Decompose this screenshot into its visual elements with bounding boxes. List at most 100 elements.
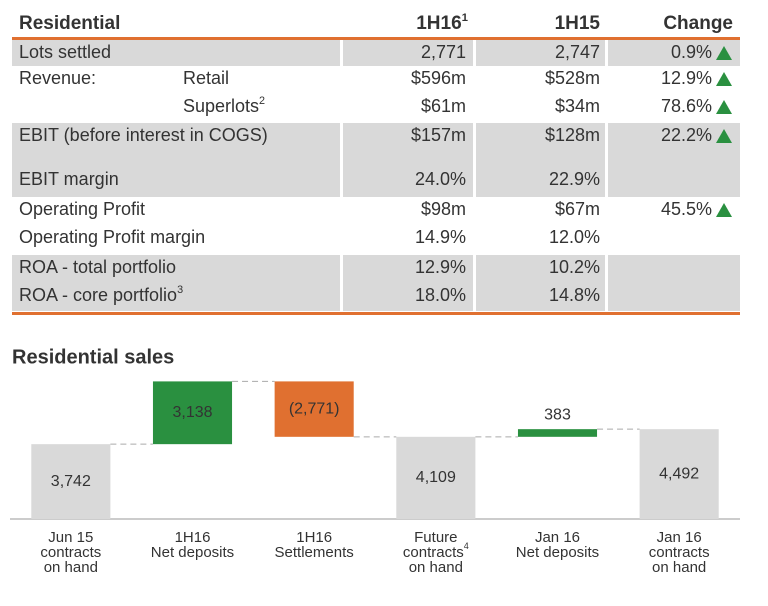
value-label: 4,492 bbox=[659, 465, 699, 482]
cell-value: $528m bbox=[545, 68, 600, 88]
bar bbox=[274, 381, 354, 437]
category-label-text: contracts bbox=[649, 544, 710, 561]
up-triangle bbox=[716, 72, 732, 86]
category-label: on hand bbox=[44, 559, 98, 576]
category-label: 1H16 bbox=[296, 529, 332, 546]
category-label: 1H16 bbox=[175, 529, 211, 546]
bar bbox=[152, 381, 233, 445]
cell-value-text: $596m bbox=[411, 68, 466, 88]
superscript: 2 bbox=[259, 95, 265, 107]
cell-change-text: 78.6% bbox=[661, 96, 712, 116]
category-label-text: Future bbox=[414, 529, 457, 546]
category-label-text: Jan 16 bbox=[535, 529, 580, 546]
header-col: 1H15 bbox=[555, 13, 601, 34]
cell-value: 18.0% bbox=[415, 285, 466, 305]
cell-shade bbox=[476, 283, 605, 311]
chart-title: Residential sales bbox=[12, 346, 174, 368]
category-label: Future bbox=[414, 529, 457, 546]
cell-value-text: $98m bbox=[421, 199, 466, 219]
category-label-text: contracts bbox=[40, 544, 101, 561]
cell-value: $596m bbox=[411, 68, 466, 88]
up-triangle bbox=[716, 100, 732, 114]
cell-value: 12.0% bbox=[549, 227, 600, 247]
bar bbox=[517, 429, 598, 437]
header-col: Change bbox=[663, 13, 733, 34]
cell-shade bbox=[343, 283, 473, 311]
row-label: Operating Profit bbox=[19, 199, 145, 219]
category-label: contracts bbox=[649, 544, 710, 561]
cell-shade bbox=[476, 123, 605, 167]
header-col-text: 1H15 bbox=[555, 13, 601, 34]
cell-value: 12.9% bbox=[415, 257, 466, 277]
cell-shade bbox=[12, 255, 340, 283]
cell-change: 0.9% bbox=[671, 42, 712, 62]
category-label-text: contracts bbox=[403, 544, 464, 561]
row-label-text: EBIT (before interest in COGS) bbox=[19, 125, 268, 145]
cell-value: 24.0% bbox=[415, 169, 466, 189]
cell-shade bbox=[343, 40, 473, 66]
cell-value-text: 18.0% bbox=[415, 285, 466, 305]
category-label-text: Jun 15 bbox=[48, 529, 93, 546]
row-label: EBIT margin bbox=[19, 169, 119, 189]
cell-value-text: 24.0% bbox=[415, 169, 466, 189]
bar bbox=[396, 436, 476, 519]
row-label: Revenue: bbox=[19, 68, 96, 88]
cell-value: $157m bbox=[411, 125, 466, 145]
cell-shade bbox=[608, 40, 740, 66]
category-label: Settlements bbox=[275, 544, 354, 561]
cell-shade bbox=[12, 167, 340, 197]
row-label-text: ROA - core portfolio bbox=[19, 285, 177, 305]
row-label: Operating Profit margin bbox=[19, 227, 205, 247]
cell-value-text: 2,747 bbox=[555, 42, 600, 62]
cell-change-text: 12.9% bbox=[661, 68, 712, 88]
row-sublabel: Retail bbox=[183, 68, 229, 88]
cell-change: 12.9% bbox=[661, 68, 712, 88]
category-label: on hand bbox=[652, 559, 706, 576]
category-label: Jan 16 bbox=[657, 529, 702, 546]
header-title-text: Residential bbox=[19, 13, 120, 34]
up-triangle bbox=[716, 203, 732, 217]
cell-shade bbox=[476, 167, 605, 197]
category-label-text: Net deposits bbox=[516, 544, 599, 561]
cell-value-text: $157m bbox=[411, 125, 466, 145]
cell-value: $98m bbox=[421, 199, 466, 219]
cell-value-text: 22.9% bbox=[549, 169, 600, 189]
header-title: Residential bbox=[19, 13, 120, 34]
header-col-text: Change bbox=[663, 13, 733, 34]
up-triangle bbox=[716, 129, 732, 143]
cell-shade bbox=[476, 255, 605, 283]
category-label: contracts bbox=[40, 544, 101, 561]
row-sublabel-text: Superlots bbox=[183, 96, 259, 116]
row-label: ROA - total portfolio bbox=[19, 257, 176, 277]
category-label: contracts4 bbox=[403, 541, 469, 561]
category-label-text: on hand bbox=[409, 559, 463, 576]
row-label-text: Operating Profit bbox=[19, 199, 145, 219]
cell-shade bbox=[476, 40, 605, 66]
cell-shade bbox=[608, 123, 740, 167]
cell-change-text: 0.9% bbox=[671, 42, 712, 62]
cell-change: 78.6% bbox=[661, 96, 712, 116]
bar bbox=[31, 444, 111, 519]
row-label: ROA - core portfolio3 bbox=[19, 284, 183, 305]
category-label-text: Jan 16 bbox=[657, 529, 702, 546]
cell-value: 2,747 bbox=[555, 42, 600, 62]
cell-change-text: 22.2% bbox=[661, 125, 712, 145]
superscript: 3 bbox=[177, 284, 183, 296]
cell-value-text: 12.0% bbox=[549, 227, 600, 247]
cell-value: $128m bbox=[545, 125, 600, 145]
header-rule bbox=[12, 37, 740, 40]
category-label: Jan 16 bbox=[535, 529, 580, 546]
category-label-text: on hand bbox=[652, 559, 706, 576]
category-label-text: on hand bbox=[44, 559, 98, 576]
cell-value: 14.9% bbox=[415, 227, 466, 247]
cell-shade bbox=[608, 167, 740, 197]
cell-value-text: $61m bbox=[421, 96, 466, 116]
category-label: Jun 15 bbox=[48, 529, 93, 546]
cell-change: 45.5% bbox=[661, 199, 712, 219]
row-label-text: Lots settled bbox=[19, 42, 111, 62]
category-label-text: Settlements bbox=[275, 544, 354, 561]
cell-value: $34m bbox=[555, 96, 600, 116]
row-label-text: Operating Profit margin bbox=[19, 227, 205, 247]
